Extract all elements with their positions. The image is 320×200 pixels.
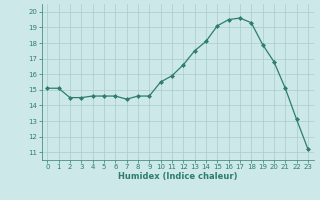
X-axis label: Humidex (Indice chaleur): Humidex (Indice chaleur) bbox=[118, 172, 237, 181]
